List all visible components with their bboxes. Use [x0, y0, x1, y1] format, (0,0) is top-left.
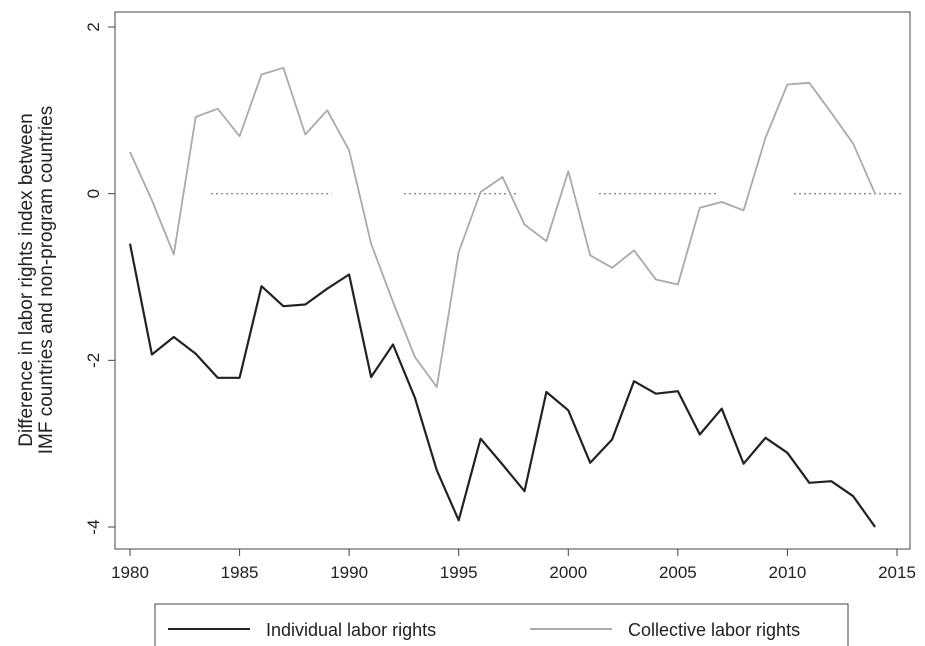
- x-tick-label-1985: 1985: [221, 563, 259, 582]
- y-axis-title-line-2: IMF countries and non-program countries: [36, 106, 57, 455]
- legend-box: [154, 603, 849, 646]
- legend: Individual labor rights Collective labor…: [154, 603, 849, 646]
- x-tick-label-1995: 1995: [440, 563, 478, 582]
- axes: 1980 1985 1990 1995 2000 2005 2010 2015 -4 -2 0 2: [84, 22, 916, 582]
- plot-area-frame: [114, 11, 911, 550]
- series-lines: [128, 66, 876, 528]
- x-tick-label-2000: 2000: [549, 563, 587, 582]
- y-tick-label--2: -2: [84, 353, 103, 368]
- y-axis-title-line-1: Difference in labor rights index between: [16, 113, 37, 446]
- legend-label-collective: Collective labor rights: [628, 620, 800, 640]
- y-tick-label-0: 0: [84, 189, 103, 198]
- x-tick-label-1980: 1980: [111, 563, 149, 582]
- x-tick-label-2015: 2015: [878, 563, 916, 582]
- y-tick-label--4: -4: [84, 519, 103, 534]
- series-line-collective-labor-rights: [129, 66, 876, 388]
- legend-label-individual: Individual labor rights: [266, 620, 436, 640]
- y-axis-title: Difference in labor rights index between…: [16, 106, 57, 455]
- x-tick-label-1990: 1990: [330, 563, 368, 582]
- series-line-individual-labor-rights: [128, 243, 876, 528]
- x-tick-label-2005: 2005: [659, 563, 697, 582]
- y-tick-label-2: 2: [84, 22, 103, 31]
- x-tick-label-2010: 2010: [769, 563, 807, 582]
